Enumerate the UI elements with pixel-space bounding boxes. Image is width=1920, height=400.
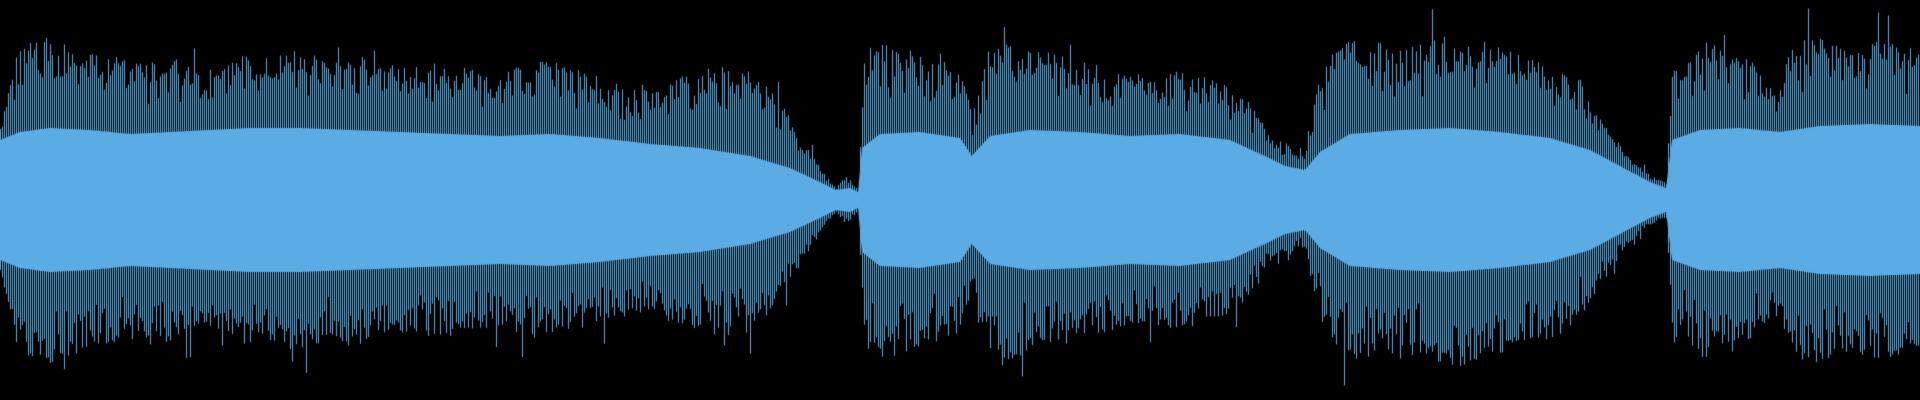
waveform-canvas[interactable] [0, 0, 1920, 400]
audio-waveform-viewer[interactable] [0, 0, 1920, 400]
